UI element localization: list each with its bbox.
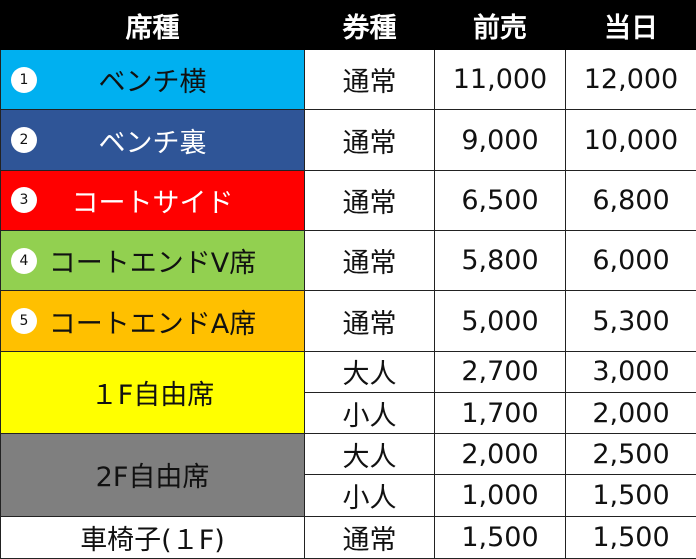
number-badge: 5: [11, 308, 37, 335]
table-header-row: 席種 券種 前売 当日: [0, 0, 696, 50]
ticket-type-cell: 通常: [304, 109, 435, 171]
ticket-type-cell: 大人: [304, 433, 435, 476]
same-day-price-cell: 2,500: [565, 433, 696, 476]
same-day-price-cell: 6,800: [565, 169, 696, 232]
presale-price-cell: 1,700: [434, 391, 566, 435]
seat-cell-courtside: 3 コートサイド: [0, 169, 305, 232]
presale-price-cell: 11,000: [434, 48, 566, 111]
same-day-price-cell: 3,000: [565, 350, 696, 393]
ticket-type-cell: 小人: [304, 474, 435, 517]
header-ticket-type: 券種: [304, 0, 435, 50]
table-row: １F自由席 大人 2,700 3,000: [0, 350, 696, 435]
ticket-type-cell: 大人: [304, 350, 435, 393]
table-row: 2 ベンチ裏 通常 9,000 10,000: [0, 109, 696, 171]
seat-label: １F自由席: [90, 379, 215, 411]
table-row: 5 コートエンドA席 通常 5,000 5,300: [0, 290, 696, 352]
presale-price-cell: 1,000: [434, 474, 566, 517]
seat-cell-court-end-a: 5 コートエンドA席: [0, 290, 305, 352]
seat-label: コートエンドA席: [48, 308, 257, 340]
same-day-price-cell: 5,300: [565, 290, 696, 352]
presale-price-cell: 2,000: [434, 433, 566, 476]
presale-price-cell: 5,800: [434, 230, 566, 292]
number-badge: 2: [11, 127, 37, 154]
header-presale: 前売: [434, 0, 566, 50]
same-day-price-cell: 1,500: [565, 474, 696, 517]
header-same-day: 当日: [565, 0, 696, 50]
table-row: 2F自由席 大人 2,000 2,500: [0, 433, 696, 517]
number-badge: 4: [11, 247, 37, 274]
seat-label: 車椅子(１F): [80, 524, 225, 556]
presale-price-cell: 1,500: [434, 515, 566, 559]
seat-cell-1f-free: １F自由席: [0, 350, 305, 435]
ticket-type-cell: 小人: [304, 391, 435, 435]
ticket-type-cell: 通常: [304, 169, 435, 232]
seat-label: コートエンドV席: [48, 248, 257, 280]
same-day-price-cell: 2,000: [565, 391, 696, 435]
ticket-type-cell: 通常: [304, 48, 435, 111]
number-badge: 3: [11, 187, 37, 214]
presale-price-cell: 2,700: [434, 350, 566, 393]
number-badge: 1: [11, 66, 37, 93]
presale-price-cell: 5,000: [434, 290, 566, 352]
ticket-type-cell: 通常: [304, 230, 435, 292]
same-day-price-cell: 12,000: [565, 48, 696, 111]
seat-label: ベンチ裏: [98, 127, 207, 159]
table-row: 小人 1,700 2,000: [1, 391, 696, 435]
seat-cell-bench-back: 2 ベンチ裏: [0, 109, 305, 171]
header-seat: 席種: [0, 0, 305, 50]
presale-price-cell: 6,500: [434, 169, 566, 232]
seat-cell-wheelchair: 車椅子(１F): [0, 515, 305, 559]
same-day-price-cell: 6,000: [565, 230, 696, 292]
table-row: 4 コートエンドV席 通常 5,800 6,000: [0, 230, 696, 292]
seat-cell-court-end-v: 4 コートエンドV席: [0, 230, 305, 292]
same-day-price-cell: 10,000: [565, 109, 696, 171]
same-day-price-cell: 1,500: [565, 515, 696, 559]
ticket-type-cell: 通常: [304, 290, 435, 352]
table-row: 車椅子(１F) 通常 1,500 1,500: [0, 515, 696, 559]
seat-label: 2F自由席: [95, 462, 210, 494]
seat-cell-2f-free: 2F自由席: [0, 433, 305, 517]
table-row: 1 ベンチ横 通常 11,000 12,000: [0, 48, 696, 111]
presale-price-cell: 9,000: [434, 109, 566, 171]
seat-label: コートサイド: [71, 187, 234, 219]
seat-cell-bench-side: 1 ベンチ横: [0, 48, 305, 111]
table-row: 3 コートサイド 通常 6,500 6,800: [0, 169, 696, 232]
ticket-type-cell: 通常: [304, 515, 435, 559]
seat-label: ベンチ横: [98, 67, 207, 99]
